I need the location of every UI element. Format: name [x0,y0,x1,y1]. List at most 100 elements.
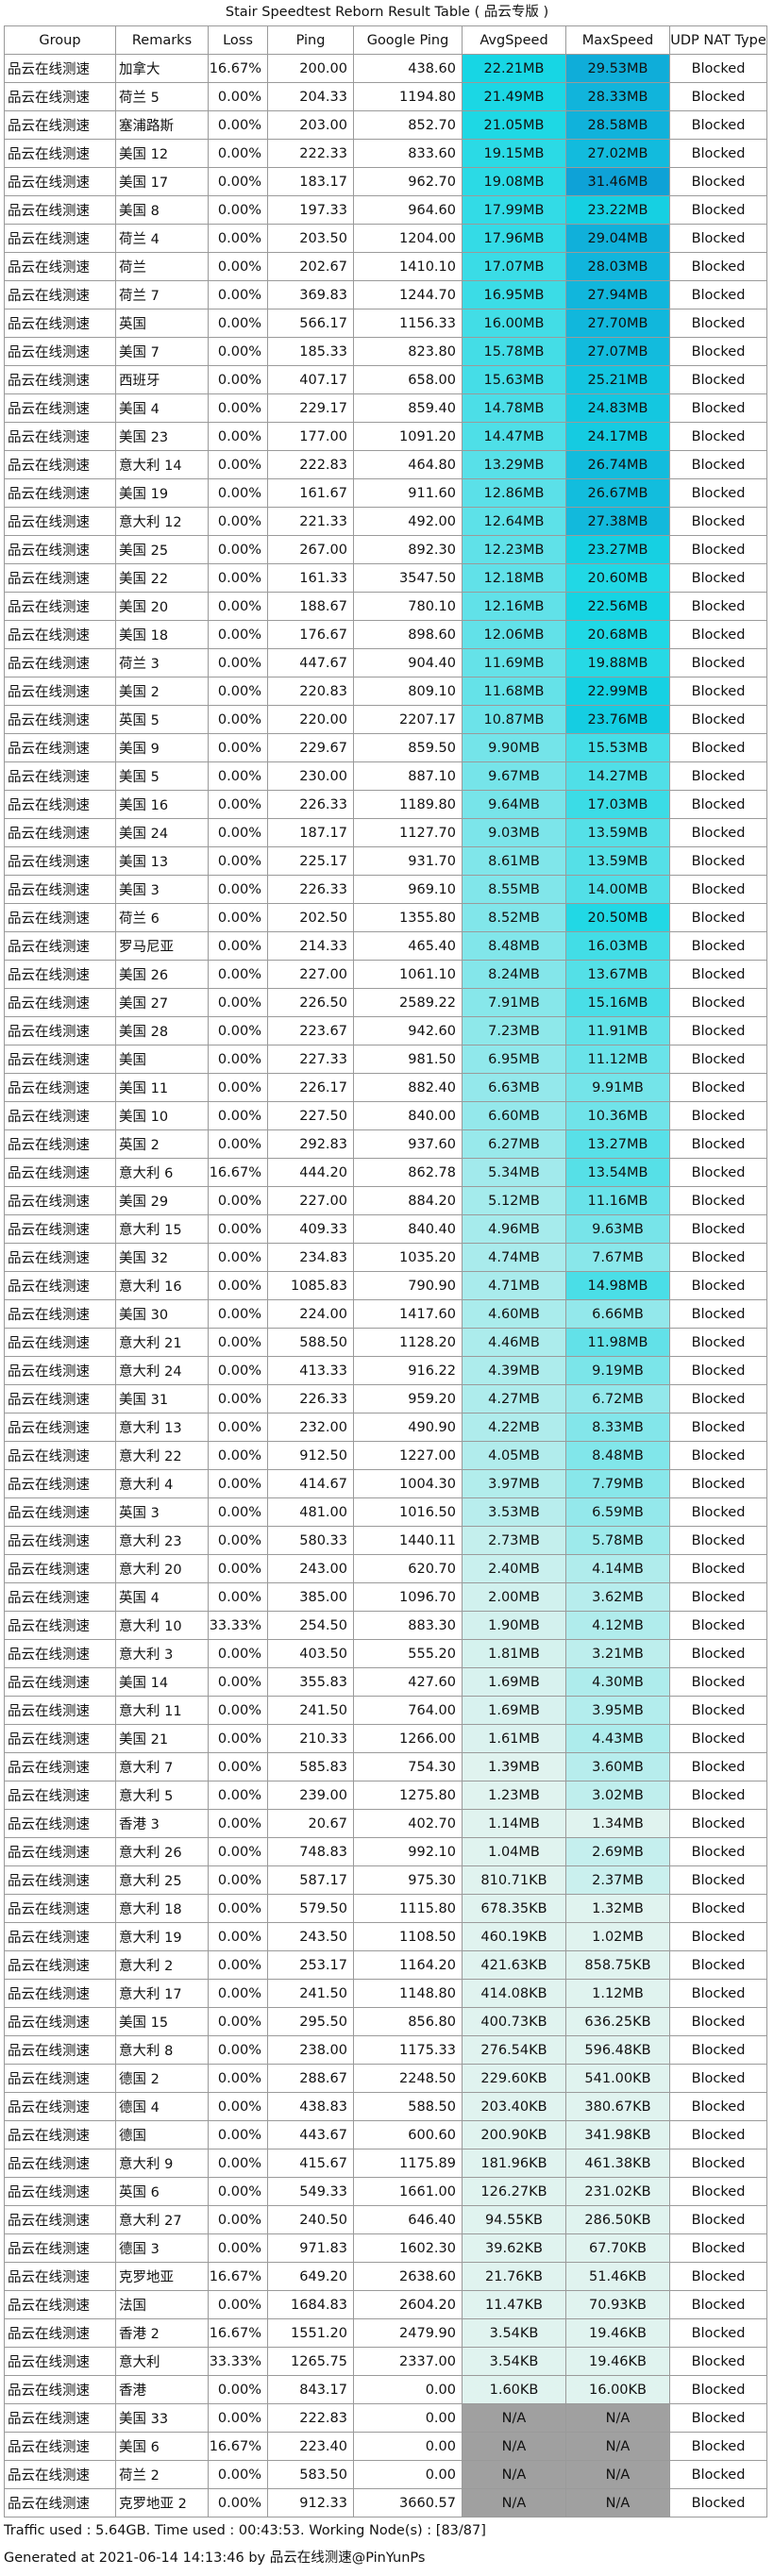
cell-max-speed: 6.72MB [565,1384,670,1413]
cell-remarks: 德国 2 [115,2064,209,2093]
cell-max-speed: 14.00MB [565,875,670,904]
cell-remarks: 英国 4 [115,1582,209,1612]
cell-loss: 0.00% [208,1979,268,2008]
cell-udp-nat-type: Blocked [669,1073,767,1102]
cell-remarks: 美国 31 [115,1384,209,1413]
cell-udp-nat-type: Blocked [669,2177,767,2206]
cell-group: 品云在线测速 [4,2064,116,2093]
cell-udp-nat-type: Blocked [669,648,767,677]
cell-google-ping: 1091.20 [353,422,463,451]
cell-google-ping: 1244.70 [353,280,463,309]
table-row: 品云在线测速 美国 30 0.00% 224.00 1417.60 4.60MB 6.66M… [4,1299,767,1329]
cell-google-ping: 1164.20 [353,1950,463,1980]
cell-udp-nat-type: Blocked [669,988,767,1017]
cell-ping: 203.50 [267,224,354,253]
cell-max-speed: 9.91MB [565,1073,670,1102]
cell-loss: 0.00% [208,1752,268,1781]
cell-max-speed: 11.12MB [565,1045,670,1074]
cell-remarks: 荷兰 5 [115,82,209,111]
cell-avg-speed: 1.39MB [462,1752,566,1781]
cell-google-ping: 1410.10 [353,252,463,281]
cell-ping: 1265.75 [267,2347,354,2376]
cell-remarks: 美国 5 [115,761,209,791]
cell-remarks: 美国 8 [115,195,209,225]
cell-loss: 0.00% [208,110,268,140]
table-row: 品云在线测速 荷兰 4 0.00% 203.50 1204.00 17.96MB 29.04… [4,224,767,253]
cell-loss: 0.00% [208,705,268,734]
cell-avg-speed: 11.68MB [462,677,566,706]
cell-remarks: 意大利 10 [115,1611,209,1640]
cell-ping: 549.33 [267,2177,354,2206]
cell-google-ping: 754.30 [353,1752,463,1781]
cell-avg-speed: 17.99MB [462,195,566,225]
cell-max-speed: 14.27MB [565,761,670,791]
cell-remarks: 荷兰 7 [115,280,209,309]
cell-avg-speed: 414.08KB [462,1979,566,2008]
cell-ping: 221.33 [267,507,354,536]
cell-remarks: 美国 25 [115,535,209,564]
cell-max-speed: 28.03MB [565,252,670,281]
cell-google-ping: 1355.80 [353,903,463,932]
cell-remarks: 西班牙 [115,365,209,394]
cell-avg-speed: 12.86MB [462,478,566,508]
cell-ping: 203.00 [267,110,354,140]
cell-avg-speed: 11.69MB [462,648,566,677]
cell-google-ping: 427.60 [353,1667,463,1697]
cell-remarks: 荷兰 4 [115,224,209,253]
cell-udp-nat-type: Blocked [669,1809,767,1838]
cell-max-speed: 27.07MB [565,337,670,366]
cell-max-speed: N/A [565,2460,670,2489]
cell-max-speed: 24.83MB [565,393,670,423]
cell-loss: 0.00% [208,393,268,423]
cell-google-ping: 1204.00 [353,224,463,253]
cell-remarks: 德国 3 [115,2233,209,2263]
cell-remarks: 英国 6 [115,2177,209,2206]
cell-udp-nat-type: Blocked [669,139,767,168]
cell-group: 品云在线测速 [4,2262,116,2291]
cell-google-ping: 1227.00 [353,1441,463,1470]
cell-udp-nat-type: Blocked [669,2035,767,2065]
cell-loss: 0.00% [208,1724,268,1753]
cell-group: 品云在线测速 [4,846,116,876]
cell-avg-speed: 6.60MB [462,1101,566,1130]
cell-group: 品云在线测速 [4,1271,116,1300]
cell-ping: 234.83 [267,1243,354,1272]
cell-udp-nat-type: Blocked [669,1214,767,1244]
table-row: 品云在线测速 意大利 24 0.00% 413.33 916.22 4.39MB 9.19M… [4,1356,767,1385]
cell-group: 品云在线测速 [4,761,116,791]
table-row: 品云在线测速 美国 32 0.00% 234.83 1035.20 4.74MB 7.67M… [4,1243,767,1272]
table-row: 品云在线测速 意大利 23 0.00% 580.33 1440.11 2.73MB 5.78… [4,1526,767,1555]
cell-avg-speed: 14.78MB [462,393,566,423]
cell-loss: 0.00% [208,620,268,649]
cell-avg-speed: 13.29MB [462,450,566,479]
table-row: 品云在线测速 美国 0.00% 227.33 981.50 6.95MB 11.12MB Bl… [4,1045,767,1074]
cell-avg-speed: 1.60KB [462,2375,566,2404]
cell-avg-speed: 3.53MB [462,1497,566,1527]
cell-ping: 443.67 [267,2120,354,2149]
cell-avg-speed: 3.54KB [462,2318,566,2348]
traffic-summary: Traffic used : 5.64GB. Time used : 00:43… [4,2523,486,2538]
table-row: 品云在线测速 塞浦路斯 0.00% 203.00 852.70 21.05MB 28.58M… [4,110,767,140]
cell-group: 品云在线测速 [4,2347,116,2376]
cell-group: 品云在线测速 [4,1497,116,1527]
cell-avg-speed: 94.55KB [462,2205,566,2234]
cell-group: 品云在线测速 [4,563,116,593]
table-row: 品云在线测速 意大利 2 0.00% 253.17 1164.20 421.63KB 858… [4,1950,767,1980]
cell-max-speed: 16.03MB [565,931,670,961]
cell-loss: 0.00% [208,903,268,932]
cell-remarks: 美国 27 [115,988,209,1017]
cell-google-ping: 780.10 [353,592,463,621]
cell-group: 品云在线测速 [4,1299,116,1329]
table-row: 品云在线测速 法国 0.00% 1684.83 2604.20 11.47KB 70.93K… [4,2290,767,2319]
table-row: 品云在线测速 德国 4 0.00% 438.83 588.50 203.40KB 380.6… [4,2092,767,2121]
cell-loss: 0.00% [208,1413,268,1442]
cell-remarks: 意大利 22 [115,1441,209,1470]
cell-loss: 0.00% [208,2205,268,2234]
cell-google-ping: 600.60 [353,2120,463,2149]
table-row: 品云在线测速 罗马尼亚 0.00% 214.33 465.40 8.48MB 16.03MB… [4,931,767,961]
cell-loss: 0.00% [208,1497,268,1527]
cell-avg-speed: 1.14MB [462,1809,566,1838]
cell-max-speed: 1.12MB [565,1979,670,2008]
cell-group: 品云在线测速 [4,2403,116,2433]
cell-udp-nat-type: Blocked [669,2007,767,2036]
